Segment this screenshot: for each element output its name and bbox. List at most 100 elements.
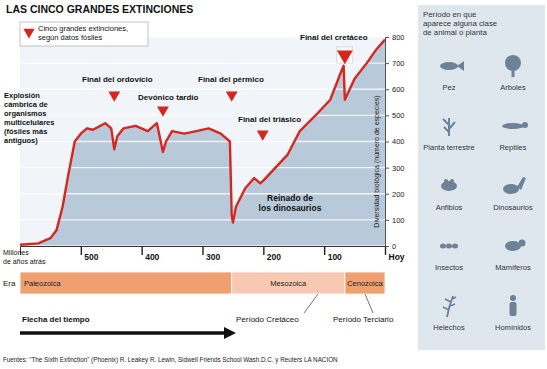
tick-label: 300 xyxy=(392,164,405,173)
panel-item xyxy=(440,61,464,71)
annotation: Reinado de xyxy=(267,193,313,203)
axis-line xyxy=(386,38,390,247)
annotation: Explosión xyxy=(4,91,40,100)
panel-item xyxy=(440,244,458,249)
panel-item xyxy=(505,240,526,252)
panel-item-label: Mamíferos xyxy=(495,263,531,272)
tick-label: 200 xyxy=(267,252,281,262)
title: LAS CINCO GRANDES EXTINCIONES xyxy=(6,3,193,15)
grid-line xyxy=(20,115,385,116)
tick: 400 xyxy=(385,137,405,146)
tick-label: 400 xyxy=(145,252,159,262)
tick-mark xyxy=(385,220,389,221)
icon xyxy=(440,244,446,249)
tick-label: 800 xyxy=(392,33,405,42)
y-axis: 0100200300400500600700800 xyxy=(385,33,405,251)
tick-mark xyxy=(81,246,82,255)
icon xyxy=(440,62,458,70)
tick: 400 xyxy=(142,246,159,262)
plot-area xyxy=(20,37,385,246)
panel-item-label: Arboles xyxy=(500,83,526,92)
panel-item xyxy=(443,296,456,317)
legend-label: Cinco grandes extinciones, xyxy=(38,24,128,33)
panel-background xyxy=(418,5,545,350)
panel-item-label: Reptiles xyxy=(499,143,526,152)
tick: 300 xyxy=(203,246,220,262)
tick: 100 xyxy=(325,246,342,262)
tick-mark xyxy=(385,63,389,64)
plot-background xyxy=(20,37,385,246)
x-axis: 500 400 300 200 100 Hoy xyxy=(21,246,405,262)
icon xyxy=(441,181,457,191)
tick: 0 xyxy=(385,242,396,251)
icon xyxy=(505,55,521,71)
panel-title: de animal o planta xyxy=(423,28,487,37)
tick-mark xyxy=(141,246,142,255)
tick: 700 xyxy=(385,59,405,68)
panel-item xyxy=(441,179,457,191)
period-label: Período Cretáceo xyxy=(236,315,299,324)
panel-item xyxy=(505,55,521,77)
tick: 500 xyxy=(385,111,405,120)
tick: 300 xyxy=(385,164,405,173)
tick-mark xyxy=(385,89,389,90)
icon xyxy=(457,61,464,71)
panel-title: Período en que xyxy=(423,10,476,19)
icon xyxy=(510,302,517,316)
grid-line xyxy=(20,62,385,63)
tick-label: 200 xyxy=(392,190,405,199)
tick: 800 xyxy=(385,33,405,42)
tick-label: Hoy xyxy=(389,252,405,262)
legend-symbol xyxy=(23,29,34,39)
tick-label: 300 xyxy=(206,252,220,262)
tick-label: 400 xyxy=(392,137,405,146)
tick-label: 500 xyxy=(392,111,405,120)
panel-item xyxy=(502,122,528,129)
panel-item-label: Insectos xyxy=(435,263,463,272)
grid-line xyxy=(20,245,385,246)
extinction-marker xyxy=(157,107,169,117)
tick-mark xyxy=(385,168,389,169)
tick: 100 xyxy=(385,216,405,225)
annotation: multicelulares xyxy=(4,118,54,127)
era-name: Cenozoica xyxy=(347,279,383,288)
legend-box xyxy=(20,22,148,46)
icon xyxy=(443,118,455,136)
annotation: Final del pérmico xyxy=(198,75,264,84)
annotation: cámbrica de xyxy=(4,100,48,109)
grid-line xyxy=(20,167,385,168)
tick-mark xyxy=(263,246,264,255)
tick-mark xyxy=(385,246,389,247)
tick-label: 500 xyxy=(84,252,98,262)
tick: 200 xyxy=(385,190,405,199)
icon xyxy=(510,295,516,301)
arrow-head xyxy=(224,327,236,339)
panel-item-label: Dinosaurios xyxy=(493,203,533,212)
extinction-marker xyxy=(226,92,238,102)
period-label: Período Terciario xyxy=(333,315,394,324)
icon xyxy=(522,122,528,128)
pointer xyxy=(365,294,373,313)
grid-line xyxy=(20,193,385,194)
axis-title: de años atrás xyxy=(3,258,46,265)
tick-mark xyxy=(202,246,203,255)
tick: 200 xyxy=(264,246,281,262)
legend: Cinco grandes extinciones,según datos fó… xyxy=(20,22,148,46)
icon xyxy=(512,70,515,77)
icon xyxy=(517,177,526,190)
tick-mark xyxy=(324,246,325,255)
grid-line xyxy=(20,219,385,220)
panel-item xyxy=(503,177,526,194)
tick-label: 100 xyxy=(392,216,405,225)
panel-item xyxy=(510,295,517,316)
chart: LAS CINCO GRANDES EXTINCIONES 500 400 300 20… xyxy=(0,0,547,369)
era-bar xyxy=(232,272,345,294)
icon xyxy=(519,240,526,247)
icon xyxy=(450,179,454,183)
grid-line xyxy=(20,89,385,90)
era-bar xyxy=(345,272,385,294)
icon xyxy=(502,123,524,129)
arrow-label: Flecha del tiempo xyxy=(22,315,90,324)
panel-item-label: Pez xyxy=(443,83,456,92)
icon xyxy=(443,296,456,317)
